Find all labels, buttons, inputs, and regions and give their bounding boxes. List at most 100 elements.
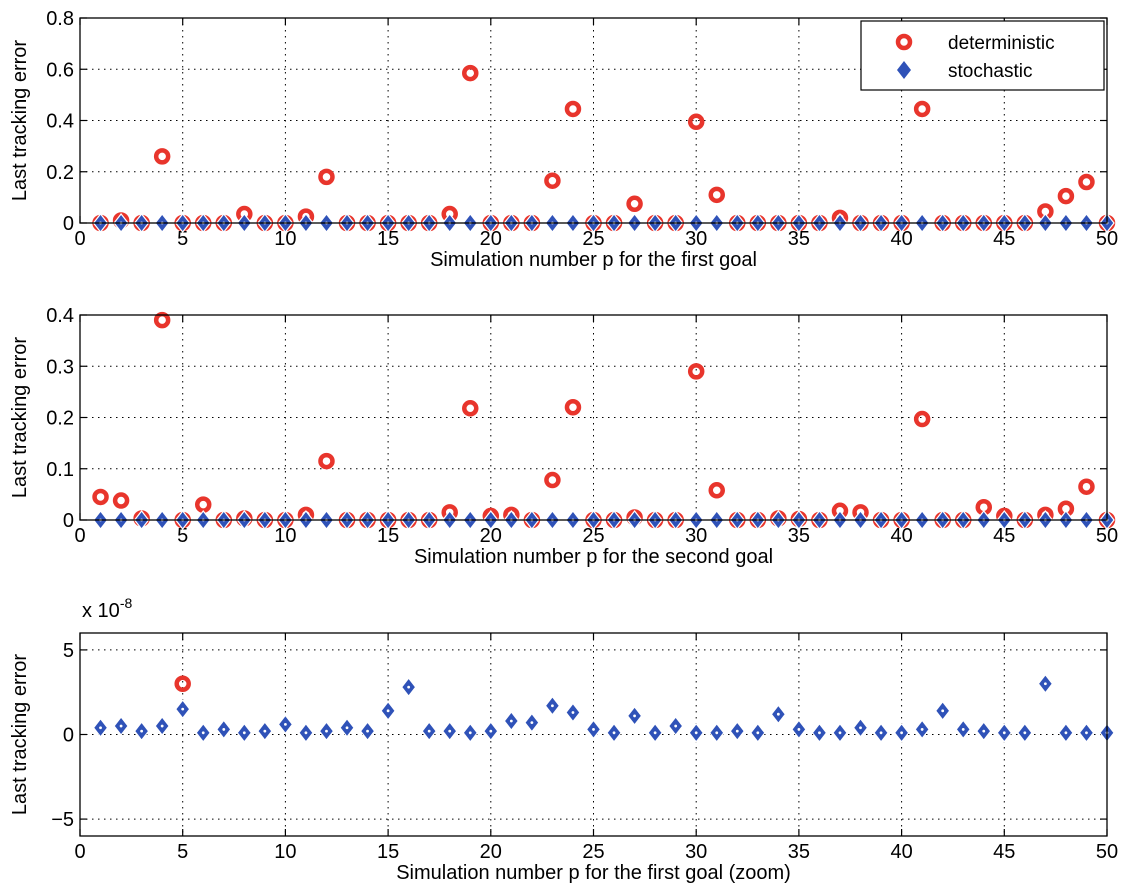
data-point-stochastic-center (1002, 731, 1006, 735)
data-point-stochastic-center (345, 726, 349, 730)
data-point-deterministic (687, 363, 705, 380)
legend-label-deterministic: deterministic (948, 33, 1055, 54)
data-point-deterministic (1057, 187, 1075, 205)
x-tick-label: 50 (1096, 841, 1118, 863)
y-tick-label: 0.4 (46, 305, 74, 327)
x-tick-label: 30 (685, 228, 707, 250)
data-point-deterministic (1078, 478, 1095, 495)
x-tick-label: 15 (377, 228, 399, 250)
x-tick-label: 30 (685, 525, 707, 547)
legend-label-stochastic: stochastic (948, 61, 1032, 82)
x-tick-label: 5 (177, 841, 188, 863)
chart-panel-2: 0 5 10 15 20 25 30 35 40 45 50 0 0.1 0.2 0.3 0.4 Simulat… (9, 305, 1118, 568)
data-point-deterministic (544, 172, 561, 189)
x-tick-label: 50 (1096, 228, 1118, 250)
axis-exponent-base: x 10 (82, 600, 120, 622)
data-point-stochastic-center (982, 729, 986, 733)
data-point-stochastic-center (99, 726, 102, 730)
data-point-stochastic-center (735, 729, 739, 733)
data-point-deterministic (913, 100, 931, 118)
data-point-stochastic-center (571, 711, 575, 714)
data-point-stochastic-center (160, 724, 164, 728)
data-point-stochastic-center (818, 731, 821, 735)
data-point-stochastic-center (612, 731, 616, 735)
x-tick-label: 20 (480, 841, 502, 863)
x-tick-label: 30 (685, 841, 707, 863)
legend: deterministic stochastic (860, 20, 1105, 91)
x-tick-label: 25 (582, 841, 604, 863)
x-tick-label: 35 (788, 525, 810, 547)
axes-frame (79, 314, 1108, 521)
y-tick-label: 5 (63, 640, 74, 662)
data-point-deterministic (564, 399, 582, 416)
data-point-deterministic (112, 492, 130, 509)
data-point-stochastic-center (674, 724, 678, 728)
y-tick-label: 0.2 (46, 162, 74, 184)
data-point-stochastic-center (715, 731, 719, 735)
legend-marker-stochastic (897, 61, 911, 79)
data-point-stochastic-center (509, 719, 513, 723)
data-point-stochastic-center (756, 731, 760, 735)
x-tick-label: 40 (890, 228, 912, 250)
x-tick-label: 15 (377, 525, 399, 547)
x-tick-label: 15 (377, 841, 399, 863)
data-point-stochastic-center (653, 731, 657, 735)
x-tick-label: 45 (993, 841, 1015, 863)
y-tick-label: 0.4 (46, 111, 74, 133)
data-point-stochastic-center (879, 731, 883, 735)
data-point-stochastic-center (427, 729, 431, 733)
data-point-stochastic-center (1064, 731, 1068, 735)
y-tick-label: 0.8 (46, 8, 74, 30)
legend-marker-deterministic (895, 33, 913, 51)
axis-exponent-label: x 10-8 (82, 595, 132, 622)
data-point-deterministic (708, 482, 725, 499)
data-point-deterministic (544, 471, 561, 489)
y-tick-label: 0.6 (46, 59, 74, 81)
data-point-stochastic-center (592, 728, 595, 731)
data-point-stochastic-center (859, 726, 862, 730)
data-point-stochastic-center (489, 729, 493, 733)
data-point-stochastic-center (242, 731, 246, 735)
y-tick-label: 0.1 (46, 459, 74, 481)
data-point-stochastic-center (304, 731, 308, 735)
data-point-deterministic (626, 195, 643, 213)
data-point-stochastic-center (633, 714, 636, 718)
data-point-stochastic-center (530, 721, 534, 725)
data-point-stochastic-center (201, 731, 205, 735)
data-point-stochastic-center (448, 729, 452, 733)
data-point-stochastic-center (838, 731, 842, 735)
data-point-deterministic (174, 675, 191, 692)
panels: 0 5 10 15 20 25 30 35 40 45 50 0 0.2 0.4 0.6 0.8 Simulat… (9, 8, 1118, 884)
data-point-stochastic-center (140, 729, 144, 733)
x-tick-label: 5 (177, 228, 188, 250)
x-tick-label: 20 (480, 525, 502, 547)
data-point-stochastic-center (222, 728, 226, 731)
data-point-stochastic-center (366, 729, 369, 733)
data-point-stochastic-center (941, 709, 945, 713)
legend-box (860, 20, 1105, 91)
data-point-stochastic-center (797, 728, 801, 731)
data-point-deterministic (462, 400, 479, 417)
data-point-stochastic-center (407, 685, 411, 689)
y-axis-label: Last tracking error (9, 337, 31, 499)
x-tick-label: 5 (177, 525, 188, 547)
data-point-deterministic (92, 488, 109, 506)
y-tick-label: 0 (63, 213, 74, 235)
x-tick-label: 35 (788, 841, 810, 863)
x-tick-label: 45 (993, 228, 1015, 250)
data-point-deterministic (1078, 173, 1095, 191)
data-point-deterministic (318, 452, 335, 470)
axes-frame (79, 17, 1108, 224)
x-axis-label: Simulation number p for the first goal (430, 249, 757, 271)
data-point-deterministic (687, 113, 705, 131)
data-point-stochastic-center (920, 728, 924, 731)
y-tick-label: 0 (63, 510, 74, 532)
axes-frame (79, 632, 1108, 837)
data-point-deterministic (153, 148, 171, 165)
chart-panel-1: 0 5 10 15 20 25 30 35 40 45 50 0 0.2 0.4 0.6 0.8 Simulat… (9, 8, 1118, 271)
x-tick-label: 10 (274, 228, 296, 250)
x-tick-label: 40 (890, 525, 912, 547)
